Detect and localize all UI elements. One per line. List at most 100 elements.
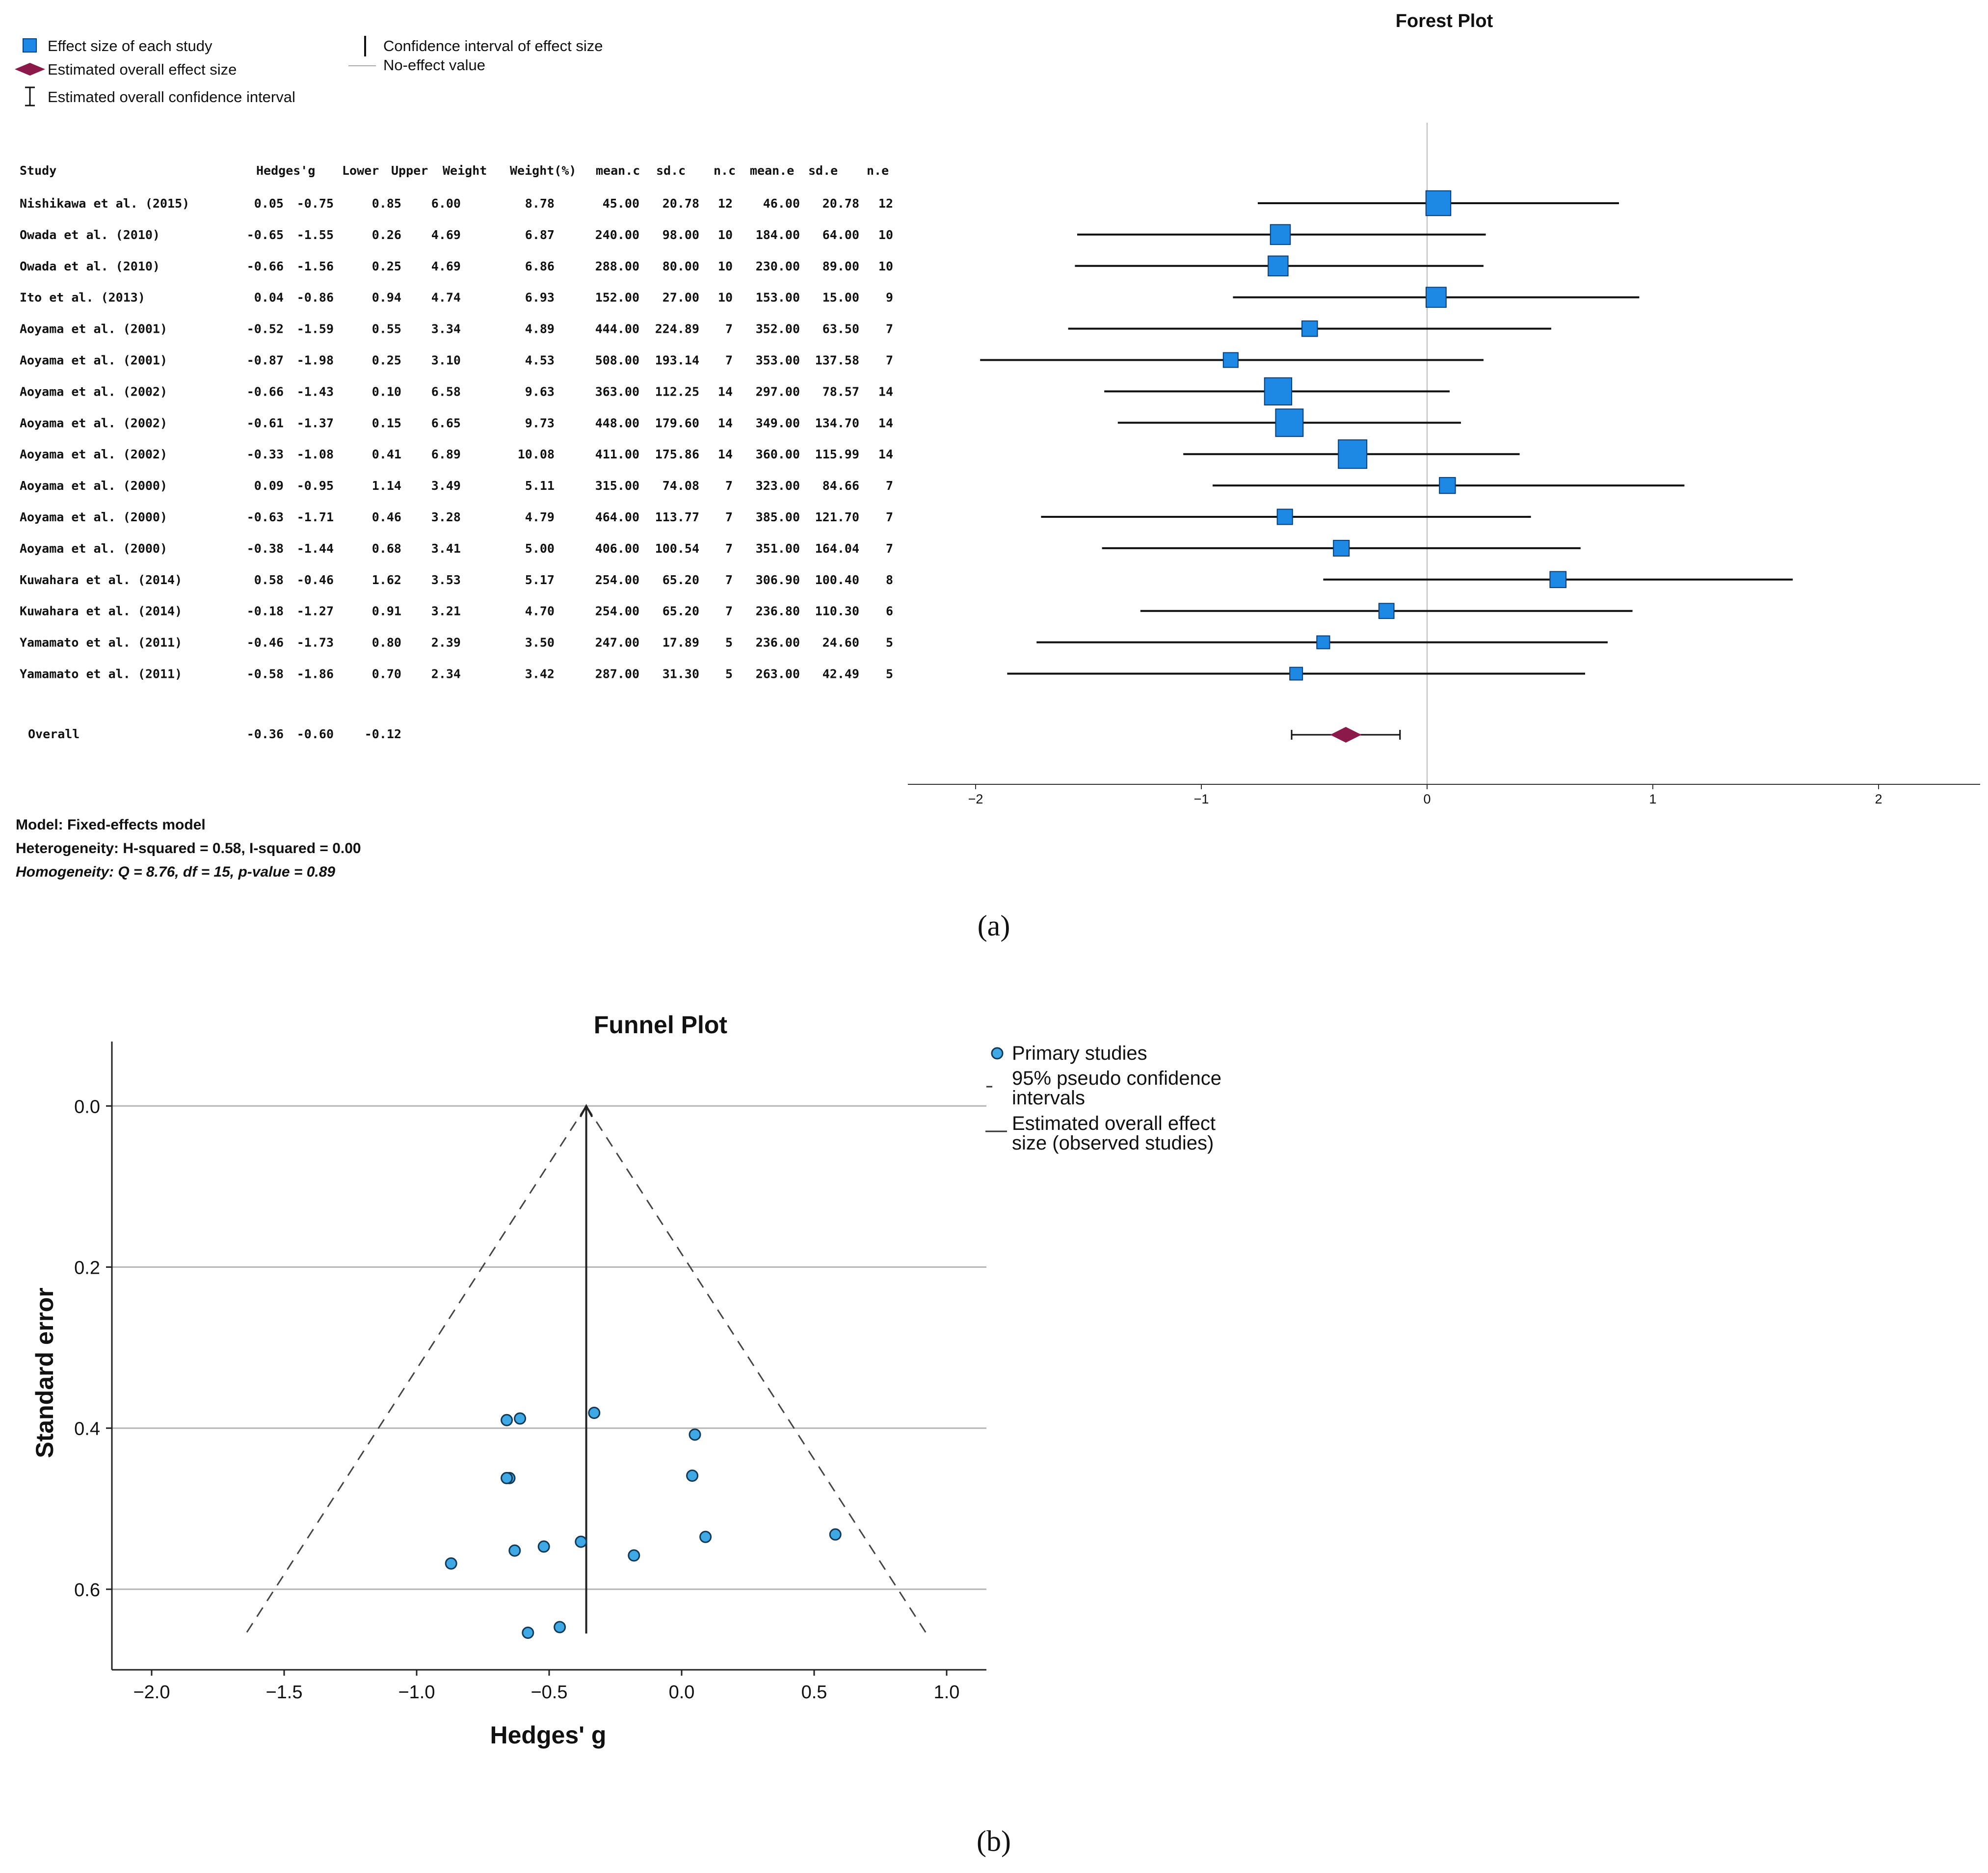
funnel-y-tick-label: 0.2: [74, 1258, 100, 1278]
table-cell-lower: -1.27: [297, 604, 334, 618]
table-cell-weight-pct: 10.08: [518, 447, 555, 461]
col-header-weight: Weight: [443, 163, 487, 178]
table-cell-upper: 0.68: [372, 541, 401, 556]
table-cell-weight: 6.00: [431, 196, 461, 211]
table-cell-mean-c: 406.00: [595, 541, 639, 556]
table-cell-n-c: 12: [718, 196, 733, 211]
table-cell-sd-c: 179.60: [655, 416, 699, 430]
table-cell-n-c: 7: [725, 604, 733, 618]
table-cell-weight-pct: 3.50: [525, 636, 555, 650]
table-row-study: Kuwahara et al. (2014): [20, 573, 182, 587]
table-cell-sd-e: 137.58: [815, 353, 859, 368]
table-cell-lower: -1.08: [297, 447, 334, 461]
table-cell-sd-c: 20.78: [663, 196, 699, 211]
table-cell-g: -0.38: [247, 541, 284, 556]
table-cell-upper: 0.94: [372, 291, 401, 305]
table-row-study: Aoyama et al. (2000): [20, 541, 167, 556]
table-cell-sd-c: 175.86: [655, 447, 699, 461]
table-cell-mean-e: 353.00: [756, 353, 800, 368]
table-cell-mean-c: 411.00: [595, 447, 639, 461]
study-point: [522, 1627, 534, 1639]
funnel-x-tick-label: 0.5: [801, 1682, 827, 1703]
table-cell-g: -0.63: [247, 510, 284, 524]
table-cell-weight-pct: 6.86: [525, 259, 555, 273]
legend-overall-effect-label: Estimated overall effect size: [48, 61, 237, 78]
table-row-study: Aoyama et al. (2000): [20, 510, 167, 524]
table-cell-g: -0.52: [247, 322, 284, 336]
funnel-y-tick-label: 0.0: [74, 1097, 100, 1117]
study-effect-square: [1270, 224, 1291, 245]
col-header-mean-c: mean.c: [596, 163, 640, 178]
table-cell-lower: -1.98: [297, 353, 334, 368]
table-cell-n-c: 10: [718, 228, 733, 242]
table-cell-sd-e: 84.66: [822, 479, 859, 493]
table-cell-weight-pct: 5.17: [525, 573, 555, 587]
table-cell-n-c: 7: [725, 541, 733, 556]
funnel-x-tick-label: 0.0: [669, 1682, 695, 1703]
table-row-study: Kuwahara et al. (2014): [20, 604, 182, 618]
table-cell-mean-c: 240.00: [595, 228, 639, 242]
forest-marks: [980, 190, 1793, 743]
table-cell-weight-pct: 4.79: [525, 510, 555, 524]
table-cell-sd-e: 100.40: [815, 573, 859, 587]
overall-upper: -0.12: [365, 727, 401, 741]
overall-effect-arrowhead: [579, 1104, 593, 1118]
table-cell-upper: 0.25: [372, 353, 401, 368]
table-row-study: Aoyama et al. (2002): [20, 416, 167, 430]
table-cell-upper: 0.41: [372, 447, 401, 461]
table-row-study: Owada et al. (2010): [20, 228, 160, 242]
study-point: [689, 1428, 701, 1441]
table-cell-mean-c: 363.00: [595, 384, 639, 399]
forest-x-ticks: −2 −1 0 1 2: [968, 784, 1882, 806]
table-cell-lower: -0.46: [297, 573, 334, 587]
table-cell-g: 0.58: [254, 573, 284, 587]
table-cell-n-c: 14: [718, 416, 733, 430]
table-cell-n-c: 14: [718, 384, 733, 399]
table-cell-upper: 0.46: [372, 510, 401, 524]
table-cell-sd-c: 74.08: [663, 479, 699, 493]
funnel-x-tick-label: 1.0: [934, 1682, 960, 1703]
table-cell-sd-e: 115.99: [815, 447, 859, 461]
table-cell-mean-c: 448.00: [595, 416, 639, 430]
table-cell-sd-c: 27.00: [663, 291, 699, 305]
legend-overall-ci-icon: [25, 86, 35, 107]
table-cell-weight: 6.58: [431, 384, 461, 399]
panel-b-label: (b): [977, 1825, 1011, 1857]
study-effect-square: [1222, 352, 1239, 368]
legend-no-effect-label: No-effect value: [383, 56, 485, 74]
table-cell-sd-e: 78.57: [822, 384, 859, 399]
study-effect-square: [1549, 571, 1567, 589]
table-cell-sd-c: 112.25: [655, 384, 699, 399]
table-cell-sd-e: 164.04: [815, 541, 859, 556]
table-cell-weight: 4.69: [431, 228, 461, 242]
study-point: [445, 1557, 457, 1570]
table-cell-weight: 3.53: [431, 573, 461, 587]
table-cell-sd-c: 224.89: [655, 322, 699, 336]
study-point: [699, 1530, 712, 1543]
table-cell-lower: -0.95: [297, 479, 334, 493]
study-effect-square: [1289, 667, 1303, 681]
table-cell-mean-e: 297.00: [756, 384, 800, 399]
table-cell-upper: 0.70: [372, 667, 401, 681]
funnel-gridlines: [112, 1105, 986, 1590]
table-row-study: Owada et al. (2010): [20, 259, 160, 273]
table-cell-n-c: 10: [718, 259, 733, 273]
pseudo-ci-right: [585, 1105, 928, 1634]
legend-study-effect-label: Effect size of each study: [48, 37, 212, 54]
table-cell-weight: 3.41: [431, 541, 461, 556]
table-cell-n-e: 9: [886, 291, 893, 305]
table-cell-sd-c: 100.54: [655, 541, 699, 556]
table-cell-n-e: 7: [886, 322, 893, 336]
table-cell-g: -0.18: [247, 604, 284, 618]
study-point: [588, 1407, 601, 1419]
table-cell-sd-c: 17.89: [663, 636, 699, 650]
legend-overall-ci-label: Estimated overall confidence interval: [48, 88, 295, 106]
study-point: [514, 1412, 527, 1425]
study-effect-square: [1264, 377, 1293, 406]
table-cell-n-c: 10: [718, 291, 733, 305]
table-cell-lower: -1.71: [297, 510, 334, 524]
table-cell-sd-e: 42.49: [822, 667, 859, 681]
legend-points-marker: [991, 1047, 1004, 1060]
table-row-study: Ito et al. (2013): [20, 291, 145, 305]
note-model: Model: Fixed-effects model: [16, 817, 206, 833]
